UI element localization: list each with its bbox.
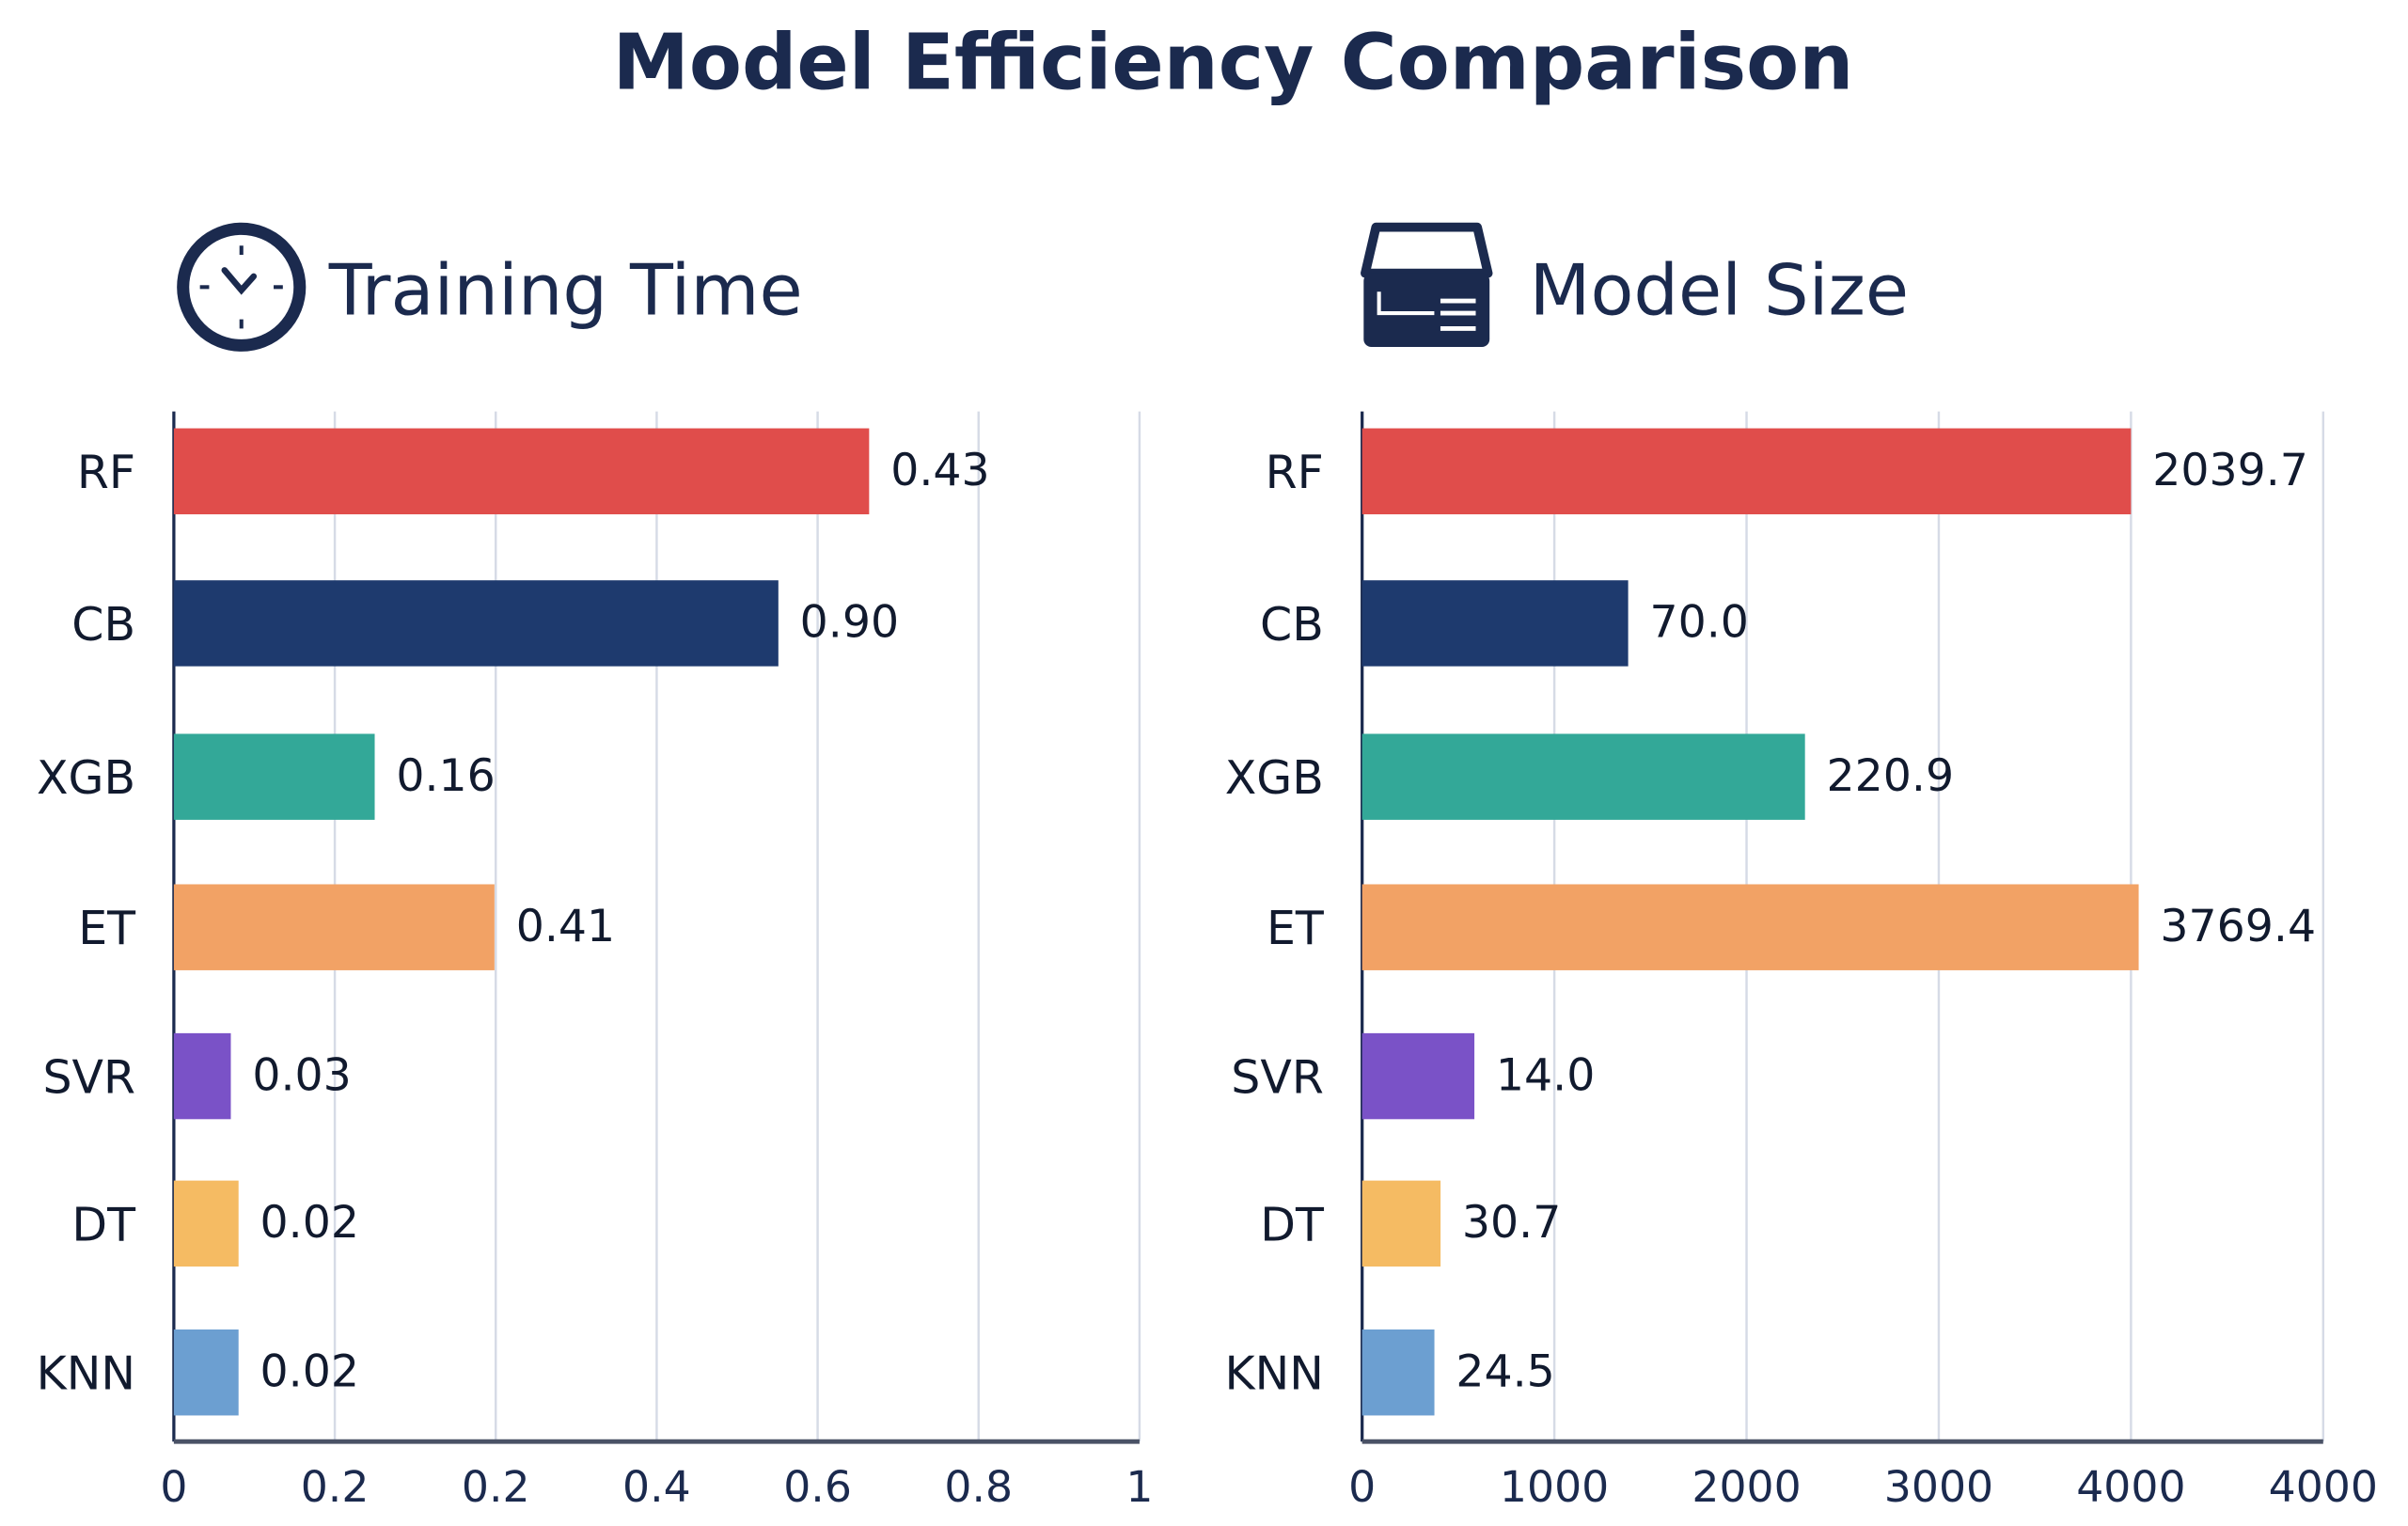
training-time-category-label: ET — [78, 902, 136, 955]
training-time-tick-label: 0.2 — [301, 1462, 370, 1512]
model-size-category-label: CB — [1260, 598, 1324, 652]
training-time-category-label: RF — [77, 446, 135, 499]
model-size-bar-dt — [1361, 1180, 1441, 1267]
training-time-tick-label: 0 — [160, 1462, 187, 1512]
model-size-tick-label: 0 — [1348, 1462, 1376, 1512]
training-time-bar-rf — [173, 428, 870, 514]
training-time-value-label: 0.41 — [516, 901, 615, 952]
model-size-category-label: RF — [1266, 446, 1324, 499]
model-size-subtitle: Model Size — [1530, 249, 1909, 332]
training-time-value-label: 0.02 — [260, 1197, 359, 1249]
training-time-tick-label: 0.4 — [622, 1462, 691, 1512]
training-time-bar-svr — [173, 1032, 231, 1120]
model-size-category-label: DT — [1260, 1198, 1325, 1251]
model-size-tick-label: 3000 — [1884, 1462, 1993, 1512]
model-size-value-label: 24.5 — [1456, 1345, 1554, 1397]
training-time-bar-knn — [173, 1329, 239, 1416]
model-size-tick-label: 4000 — [2269, 1462, 2378, 1512]
training-time-value-label: 0.03 — [252, 1049, 351, 1101]
chart-title: Model Efficiency Comparison — [613, 19, 1854, 108]
model-size-value-label: 2039.7 — [2152, 445, 2308, 496]
training-time-category-label: SVR — [42, 1051, 135, 1105]
model-size-value-label: 14.0 — [1496, 1049, 1595, 1101]
training-time-subtitle: Training Time — [328, 249, 803, 332]
model-size-bar-rf — [1361, 428, 2132, 514]
model-size-tick-label: 2000 — [1692, 1462, 1801, 1512]
clock-icon — [177, 222, 307, 352]
training-time-panel: 0 0.2 0.2 0.4 0.6 0.8 1 RF 0.43 CB 0.90 XGB 0.16 ET 0.… — [37, 411, 1153, 1512]
model-size-category-label: KNN — [1224, 1347, 1323, 1401]
training-time-bar-cb — [173, 580, 779, 667]
model-size-category-label: ET — [1267, 902, 1325, 955]
model-size-value-label: 220.9 — [1827, 750, 1955, 802]
model-size-category-label: SVR — [1231, 1051, 1324, 1105]
model-size-tick-label: 4000 — [2076, 1462, 2185, 1512]
model-size-value-label: 30.7 — [1462, 1197, 1561, 1249]
training-time-bar-xgb — [173, 733, 375, 820]
training-time-tick-label: 0.2 — [462, 1462, 530, 1512]
training-time-bar-et — [173, 884, 495, 970]
training-time-tick-label: 0.6 — [783, 1462, 852, 1512]
model-size-panel: 0 1000 2000 3000 4000 4000 RF 2039.7 CB 70.0 XGB 22… — [1224, 411, 2378, 1512]
training-time-category-label: DT — [71, 1198, 136, 1251]
training-time-value-label: 0.02 — [260, 1345, 359, 1397]
training-time-category-label: CB — [71, 598, 135, 652]
training-time-value-label: 0.16 — [396, 750, 495, 802]
training-time-value-label: 0.43 — [890, 445, 989, 496]
model-size-bar-xgb — [1361, 733, 1805, 820]
training-time-category-label: KNN — [37, 1347, 135, 1401]
model-size-bar-svr — [1361, 1032, 1475, 1120]
model-size-value-label: 70.0 — [1649, 597, 1748, 649]
training-time-tick-label: 1 — [1125, 1462, 1153, 1512]
model-size-bar-et — [1361, 884, 2139, 970]
training-time-bar-dt — [173, 1180, 239, 1267]
model-size-category-label: XGB — [1225, 751, 1324, 805]
training-time-tick-label: 0.8 — [944, 1462, 1013, 1512]
training-time-value-label: 0.90 — [800, 597, 899, 649]
model-size-value-label: 3769.4 — [2160, 901, 2316, 952]
model-size-tick-label: 1000 — [1500, 1462, 1609, 1512]
storage-drawer-icon — [1361, 222, 1493, 348]
training-time-category-label: XGB — [37, 751, 135, 805]
model-size-bar-knn — [1361, 1329, 1435, 1416]
model-size-bar-cb — [1361, 580, 1629, 667]
